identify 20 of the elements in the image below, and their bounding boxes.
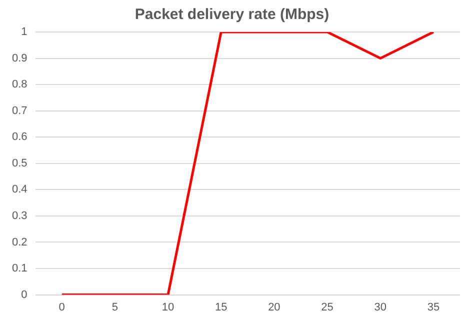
y-tick-label: 0.8 bbox=[12, 78, 28, 91]
y-tick-label: 0 bbox=[21, 288, 28, 301]
y-tick-label: 0.1 bbox=[12, 262, 28, 275]
y-tick-label: 0.6 bbox=[12, 131, 28, 144]
x-tick-label: 20 bbox=[268, 301, 280, 314]
x-tick-label: 35 bbox=[427, 301, 440, 314]
x-tick-label: 10 bbox=[162, 301, 174, 314]
x-tick-label: 15 bbox=[214, 301, 228, 314]
y-tick-label: 0.7 bbox=[12, 104, 28, 117]
x-tick-label: 0 bbox=[58, 301, 65, 314]
y-tick-label: 0.9 bbox=[12, 52, 28, 64]
y-tick-label: 0.3 bbox=[12, 210, 28, 222]
x-tick-label: 30 bbox=[374, 301, 386, 314]
y-tick-label: 0.2 bbox=[12, 236, 28, 248]
x-tick-label: 5 bbox=[112, 301, 118, 314]
y-tick-label: 0.5 bbox=[12, 157, 28, 170]
chart-title: Packet delivery rate (Mbps) bbox=[134, 6, 330, 24]
y-tick-label: 1 bbox=[21, 26, 28, 38]
y-tick-label: 0.4 bbox=[12, 184, 28, 196]
x-tick-label: 25 bbox=[321, 301, 334, 314]
